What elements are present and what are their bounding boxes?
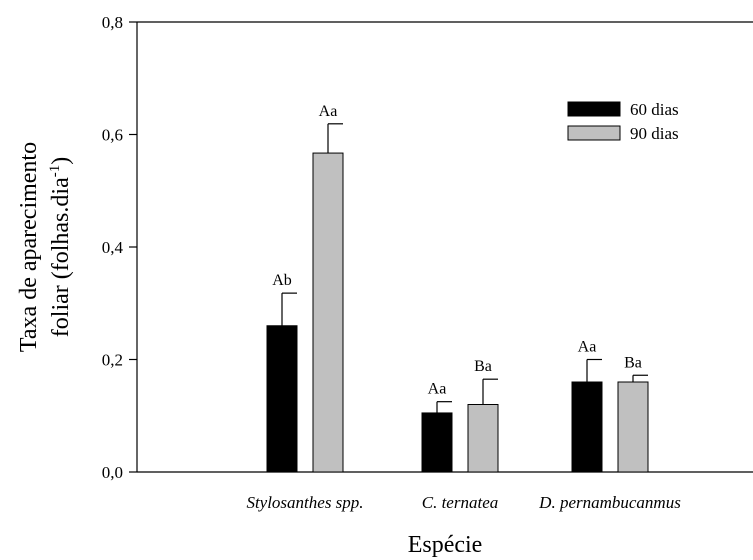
bar — [266, 325, 298, 473]
significance-label: Ba — [624, 354, 642, 371]
significance-label: Aa — [428, 381, 447, 398]
y-axis-title-unit: foliar (folhas.dia — [48, 177, 74, 337]
x-axis-title: Espécie — [408, 532, 483, 558]
bar — [617, 381, 649, 473]
axes: 0,0 0,2 0,4 0,6 0,8 Stylosanthes spp. C. terna… — [102, 13, 753, 512]
legend-label-90-dias: 90 dias — [630, 124, 679, 143]
x-tick-label: D. pernambucanmus — [538, 493, 681, 512]
legend-swatch-90-dias — [567, 125, 621, 141]
y-axis-title-close: ) — [48, 157, 74, 165]
legend-swatch-60-dias — [567, 101, 621, 117]
y-tick-label: 0,2 — [102, 351, 123, 370]
significance-label: Aa — [578, 339, 597, 356]
x-tick-label: Stylosanthes spp. — [246, 493, 363, 512]
legend-label-60-dias: 60 dias — [630, 100, 679, 119]
y-tick-label: 0,6 — [102, 126, 123, 145]
y-axis-title: Taxa de aparecimento foliar (folhas.dia-… — [16, 142, 74, 352]
significance-label: Aa — [319, 103, 338, 120]
y-tick-label: 0,4 — [102, 238, 124, 257]
y-tick-label: 0,8 — [102, 13, 123, 32]
y-axis-title-line2: foliar (folhas.dia-1) — [47, 157, 74, 337]
bar — [421, 412, 453, 473]
legend: 60 dias 90 dias — [567, 100, 679, 143]
significance-label: Ba — [474, 358, 492, 375]
y-axis-title-superscript: -1 — [47, 165, 63, 178]
y-axis-title-line1: Taxa de aparecimento — [16, 142, 42, 352]
bar — [467, 404, 499, 473]
bar — [312, 152, 344, 473]
x-tick-label: C. ternatea — [422, 493, 499, 512]
significance-label: Ab — [272, 272, 292, 289]
bars: Ab Aa Aa Aa Ba Ba — [266, 103, 649, 473]
y-tick-label: 0,0 — [102, 463, 123, 482]
bar — [571, 381, 603, 473]
